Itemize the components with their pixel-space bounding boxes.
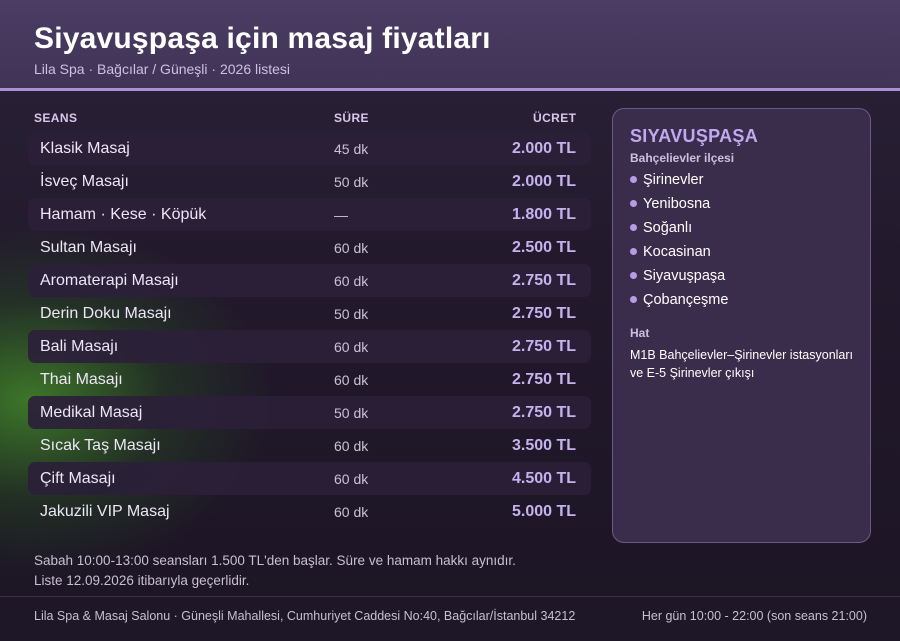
service-name: Medikal Masaj [40,404,143,421]
table-row: Sıcak Taş Masajı 60 dk 3.500 TL [28,429,591,462]
service-name: Aromaterapi Masajı [40,272,179,289]
service-price: 2.750 TL [511,338,576,355]
neighborhood-label: Soğanlı [643,220,693,236]
list-item: Yenibosna [630,195,728,219]
service-price: 2.750 TL [511,371,576,388]
bullet-icon [630,200,637,207]
neighborhood-label: Kocasinan [643,244,711,260]
service-duration: 60 dk [334,438,369,454]
table-row: Aromaterapi Masajı 60 dk 2.750 TL [28,264,591,297]
neighborhood-list: Şirinevler Yenibosna Soğanlı Kocasinan S… [630,171,728,315]
column-header-duration: SÜRE [334,111,369,125]
service-name: Thai Masajı [40,371,123,388]
location-panel: SIYAVUŞPAŞA Bahçelievler ilçesi Şirinevl… [612,108,871,543]
table-row: Derin Doku Masajı 50 dk 2.750 TL [28,297,591,330]
table-row: Hamam · Kese · Köpük — 1.800 TL [28,198,591,231]
service-price: 2.750 TL [511,272,576,289]
list-item: Çobançeşme [630,291,728,315]
page-subtitle: Lila Spa · Bağcılar / Güneşli · 2026 lis… [34,61,291,77]
column-header-session: SEANS [34,111,78,125]
footer-hours: Her gün 10:00 - 22:00 (son seans 21:00) [641,609,867,623]
pricing-note-line: Sabah 10:00-13:00 seansları 1.500 TL'den… [34,553,516,568]
column-header-price: ÜCRET [533,111,577,125]
service-price: 2.750 TL [511,404,576,421]
service-price: 2.000 TL [511,173,576,190]
service-name: Çift Masajı [40,470,116,487]
service-duration: 60 dk [334,240,369,256]
page-footer: Lila Spa & Masaj Salonu · Güneşli Mahall… [0,596,900,641]
service-price: 5.000 TL [511,503,576,520]
service-duration: 50 dk [334,174,369,190]
service-duration: 60 dk [334,471,369,487]
service-duration: 60 dk [334,372,369,388]
service-duration: — [334,207,348,223]
pricing-note: Sabah 10:00-13:00 seansları 1.500 TL'den… [34,551,516,591]
service-duration: 45 dk [334,141,369,157]
service-price: 1.800 TL [511,206,576,223]
price-table: Klasik Masaj 45 dk 2.000 TL İsveç Masajı… [28,132,591,528]
list-item: Kocasinan [630,243,728,267]
bullet-icon [630,296,637,303]
table-row: Medikal Masaj 50 dk 2.750 TL [28,396,591,429]
service-name: Sultan Masajı [40,239,137,256]
page-header: Siyavuşpaşa için masaj fiyatları Lila Sp… [0,0,900,91]
service-name: Klasik Masaj [40,140,130,157]
table-row: Bali Masajı 60 dk 2.750 TL [28,330,591,363]
service-name: İsveç Masajı [40,173,129,190]
validity-note-line: Liste 12.09.2026 itibarıyla geçerlidir. [34,573,250,588]
footer-address: Lila Spa & Masaj Salonu · Güneşli Mahall… [34,609,576,623]
neighborhood-label: Şirinevler [643,172,704,188]
list-item: Soğanlı [630,219,728,243]
neighborhood-label: Çobançeşme [643,292,729,308]
service-price: 2.750 TL [511,305,576,322]
service-price: 2.500 TL [511,239,576,256]
service-duration: 50 dk [334,405,369,421]
table-row: Thai Masajı 60 dk 2.750 TL [28,363,591,396]
page-title: Siyavuşpaşa için masaj fiyatları [34,22,491,55]
service-name: Jakuzili VIP Masaj [40,503,170,520]
bullet-icon [630,224,637,231]
panel-title: SIYAVUŞPAŞA [630,126,759,146]
service-duration: 60 dk [334,504,369,520]
service-name: Bali Masajı [40,338,119,355]
table-row: Klasik Masaj 45 dk 2.000 TL [28,132,591,165]
panel-subtitle: Bahçelievler ilçesi [630,151,735,165]
table-row: Jakuzili VIP Masaj 60 dk 5.000 TL [28,495,591,528]
service-name: Hamam · Kese · Köpük [40,206,207,223]
transit-label: Hat [630,326,650,340]
table-row: İsveç Masajı 50 dk 2.000 TL [28,165,591,198]
bullet-icon [630,272,637,279]
service-duration: 50 dk [334,306,369,322]
transit-text: M1B Bahçelievler–Şirinevler istasyonları… [630,348,854,380]
service-duration: 60 dk [334,339,369,355]
service-name: Derin Doku Masajı [40,305,172,322]
neighborhood-label: Siyavuşpaşa [643,268,726,284]
list-item: Şirinevler [630,171,728,195]
bullet-icon [630,248,637,255]
neighborhood-label: Yenibosna [643,196,711,212]
list-item: Siyavuşpaşa [630,267,728,291]
service-duration: 60 dk [334,273,369,289]
service-name: Sıcak Taş Masajı [40,437,161,454]
service-price: 2.000 TL [511,140,576,157]
table-row: Sultan Masajı 60 dk 2.500 TL [28,231,591,264]
service-price: 3.500 TL [511,437,576,454]
table-row: Çift Masajı 60 dk 4.500 TL [28,462,591,495]
service-price: 4.500 TL [511,470,576,487]
bullet-icon [630,176,637,183]
